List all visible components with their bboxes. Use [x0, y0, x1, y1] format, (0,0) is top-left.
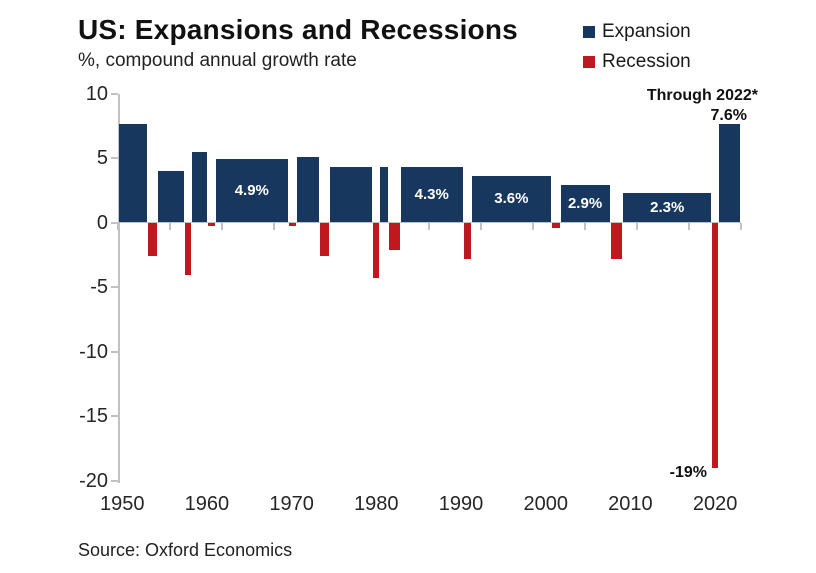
x-tick-label: 1990 — [438, 493, 484, 515]
chart-title: US: Expansions and Recessions — [78, 14, 518, 45]
expansion-bar — [192, 151, 208, 223]
expansion-bar — [297, 156, 320, 223]
x-tick — [687, 222, 690, 230]
x-tick — [428, 222, 431, 230]
expansion-bar — [119, 124, 148, 223]
recession-bar — [552, 222, 560, 228]
bar-value-label: 4.3% — [414, 185, 449, 203]
y-tick — [111, 479, 118, 482]
y-tick-label: 5 — [96, 147, 108, 169]
bar-value-label: 2.9% — [567, 194, 603, 212]
legend: Expansion Recession — [583, 21, 691, 81]
y-tick-label: -10 — [79, 340, 108, 363]
x-tick — [272, 222, 275, 230]
x-tick-label: 1980 — [354, 493, 399, 515]
x-tick — [168, 222, 171, 230]
y-tick-label: -15 — [79, 405, 108, 427]
chart-subtitle: %, compound annual growth rate — [78, 50, 357, 71]
x-tick — [117, 222, 119, 230]
y-tick-label: 0 — [96, 211, 108, 234]
recession-swatch — [583, 56, 595, 68]
recession-bar — [288, 222, 297, 227]
recession-bar — [148, 222, 158, 257]
x-tick-label: 2020 — [692, 493, 738, 515]
x-tick-label: 2000 — [523, 493, 568, 515]
expansion-bar: 4.9% — [215, 159, 288, 223]
y-tick — [111, 286, 118, 288]
recession-bar — [712, 222, 718, 468]
y-tick — [111, 415, 118, 417]
x-tick — [739, 222, 742, 230]
x-tick — [635, 222, 638, 230]
bar-value-label: 3.6% — [494, 190, 529, 208]
expansion-bar: 2.3% — [623, 192, 712, 223]
recession-bar — [373, 222, 380, 278]
y-tick — [111, 92, 118, 95]
x-tick-label: 2010 — [608, 493, 653, 515]
recession-bar — [185, 222, 192, 276]
x-tick-label: 1960 — [184, 493, 230, 515]
recession-bar — [388, 222, 400, 250]
x-tick-label: 1970 — [269, 493, 314, 515]
expansion-bar: 2.9% — [560, 185, 610, 223]
annotation-through-2022: Through 2022* — [646, 87, 758, 104]
x-tick — [220, 222, 223, 230]
expansion-legend-label: Expansion — [602, 21, 691, 42]
legend-item-recession: Recession — [583, 51, 691, 73]
bar-value-label: 2.3% — [650, 198, 685, 216]
x-tick — [480, 222, 483, 230]
y-tick — [111, 350, 118, 353]
expansion-swatch — [583, 26, 595, 38]
expansion-bar — [158, 170, 185, 223]
recession-legend-label: Recession — [602, 51, 691, 72]
y-tick-label: -5 — [90, 276, 108, 298]
expansion-bar: 4.3% — [400, 167, 464, 223]
legend-item-expansion: Expansion — [583, 21, 691, 43]
expansion-bar — [330, 167, 373, 223]
annotation-final-expansion-value: 7.6% — [710, 107, 747, 124]
recession-bar — [320, 222, 330, 257]
y-tick — [111, 221, 118, 224]
recession-bar — [610, 222, 623, 259]
y-tick-label: -20 — [79, 469, 108, 492]
expansion-bar: 3.6% — [471, 176, 552, 223]
y-tick — [111, 157, 118, 159]
x-tick — [583, 222, 586, 230]
x-tick — [532, 222, 534, 230]
recession-bar — [208, 222, 215, 227]
source-note: Source: Oxford Economics — [78, 540, 293, 560]
x-tick-label: 1950 — [99, 493, 145, 515]
expansion-bar — [380, 167, 388, 223]
expansion-bar — [718, 124, 740, 223]
y-tick-label: 10 — [85, 82, 108, 105]
recession-bar — [464, 222, 471, 259]
y-axis-line — [118, 93, 120, 483]
bar-value-label: 4.9% — [234, 181, 269, 199]
annotation-covid-recession-value: -19% — [669, 464, 707, 481]
